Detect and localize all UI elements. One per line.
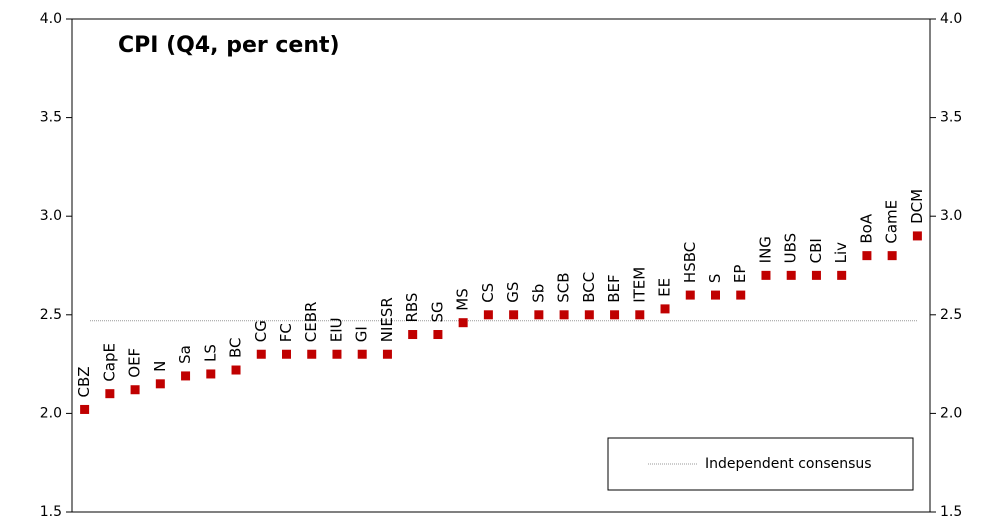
y-tick-label: 1.5: [40, 504, 62, 517]
dot: [786, 270, 796, 280]
dot: [811, 270, 821, 280]
dot: [736, 290, 746, 300]
dot: [458, 318, 468, 328]
dot: [231, 365, 241, 375]
y-tick-label: 3.5: [40, 110, 62, 126]
category-label: CG: [252, 320, 270, 342]
dot: [357, 349, 367, 359]
y2-tick-label: 1.5: [940, 504, 962, 517]
dot: [584, 310, 594, 320]
plot-area: [71, 18, 931, 513]
dot: [559, 310, 569, 320]
category-label: NIESR: [378, 297, 396, 342]
dot: [685, 290, 695, 300]
category-label: Sb: [529, 284, 547, 303]
dot: [382, 349, 392, 359]
y-tick-label: 3.0: [40, 208, 62, 224]
category-label: DCM: [908, 189, 926, 224]
legend-text: Independent consensus: [705, 456, 872, 472]
dot: [635, 310, 645, 320]
category-label: EE: [656, 278, 674, 297]
category-label: CS: [479, 283, 497, 303]
dot: [307, 349, 317, 359]
category-label: N: [151, 361, 169, 372]
category-label: HSBC: [681, 242, 699, 283]
dot: [408, 330, 418, 340]
dot: [610, 310, 620, 320]
dot: [256, 349, 266, 359]
y2-tick-label: 2.5: [940, 307, 962, 323]
category-label: OEF: [126, 348, 144, 378]
y-tick-label: 4.0: [40, 11, 62, 27]
dot: [282, 349, 291, 359]
category-label: EIU: [327, 317, 345, 342]
category-label: RBS: [403, 293, 421, 323]
category-label: CapE: [100, 343, 118, 382]
category-label: BC: [227, 338, 245, 359]
y2-tick-label: 3.0: [940, 208, 962, 224]
dot: [130, 385, 140, 395]
category-label: CBI: [807, 238, 825, 263]
dot: [433, 330, 443, 340]
y2-tick-label: 2.0: [940, 405, 962, 421]
category-label: GI: [353, 326, 371, 342]
category-label: SG: [428, 301, 446, 322]
category-label: GS: [504, 282, 522, 303]
category-label: BEF: [605, 274, 623, 302]
y2-tick-label: 3.5: [940, 110, 962, 126]
dot: [711, 290, 720, 300]
y-tick-label: 2.0: [40, 405, 62, 421]
category-label: CBZ: [75, 366, 93, 397]
dot: [483, 310, 493, 320]
category-label: CamE: [883, 200, 901, 244]
dot: [837, 270, 847, 280]
dot: [887, 251, 897, 261]
y-tick-label: 2.5: [40, 307, 62, 323]
category-label: LS: [201, 344, 219, 362]
category-label: Sa: [176, 345, 194, 364]
dot: [862, 251, 872, 261]
dot: [534, 310, 544, 320]
category-label: EP: [731, 265, 749, 284]
dot: [80, 404, 90, 414]
category-label: S: [706, 274, 724, 284]
category-label: SCB: [555, 273, 573, 303]
dot: [509, 310, 519, 320]
dot: [105, 389, 115, 399]
category-label: Liv: [832, 242, 850, 264]
dot: [181, 371, 191, 381]
category-label: BoA: [857, 213, 875, 243]
dot: [155, 379, 165, 389]
dot: [912, 231, 922, 241]
dot: [761, 270, 771, 280]
chart-title: CPI (Q4, per cent): [118, 33, 340, 58]
category-label: ITEM: [630, 267, 648, 303]
dot: [206, 369, 216, 379]
dot: [660, 304, 670, 314]
y2-tick-label: 4.0: [940, 11, 962, 27]
category-label: MS: [454, 288, 472, 310]
category-label: FC: [277, 323, 295, 342]
category-label: CEBR: [302, 302, 320, 343]
dot: [332, 349, 342, 359]
category-label: UBS: [782, 233, 800, 264]
category-label: BCC: [580, 272, 598, 303]
category-label: ING: [756, 236, 774, 263]
